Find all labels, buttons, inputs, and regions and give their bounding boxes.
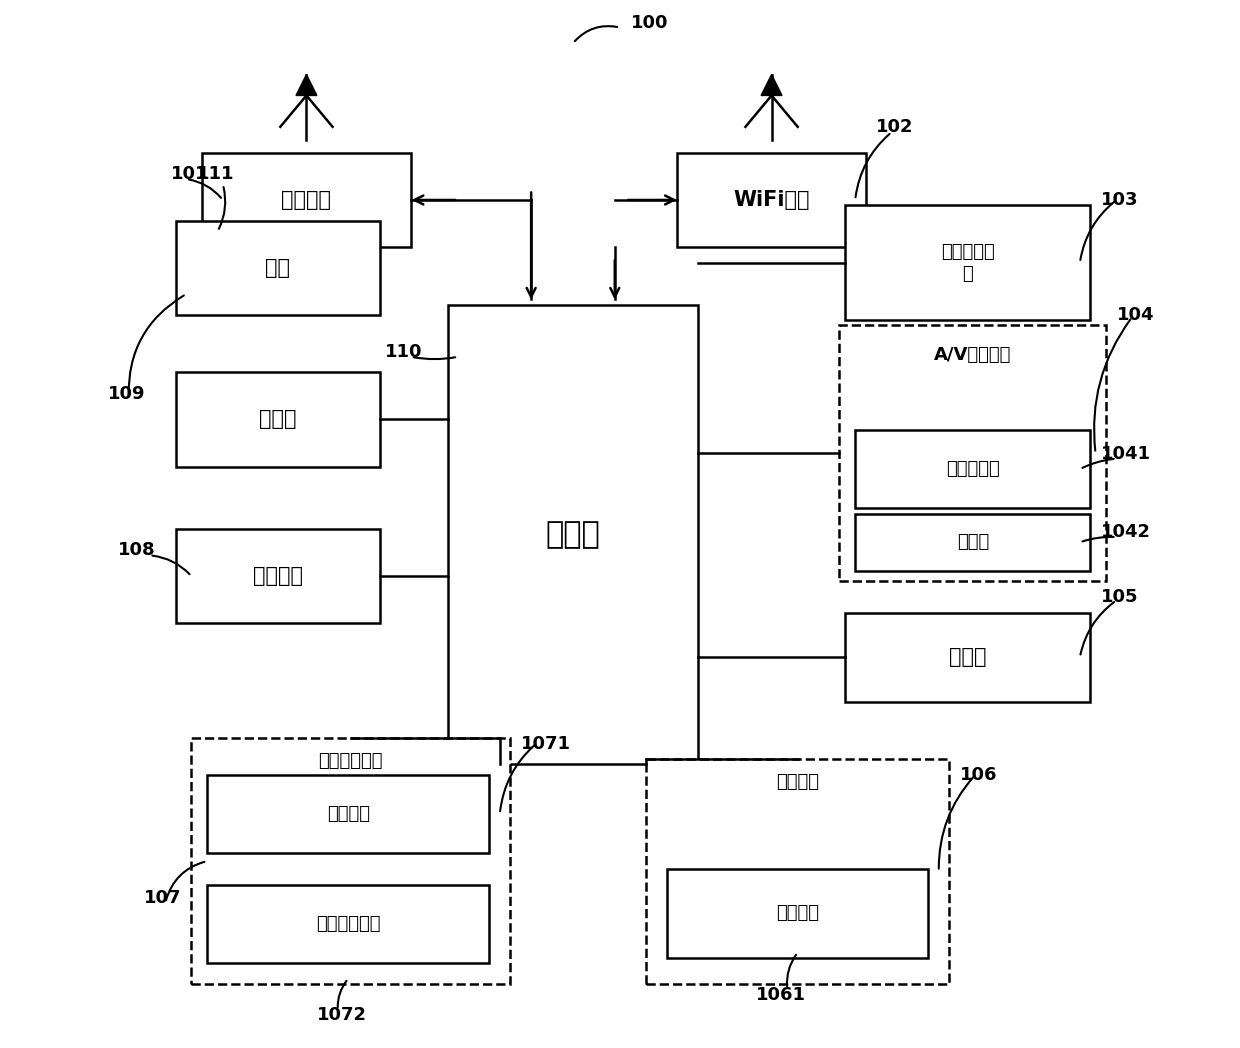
- Text: 1071: 1071: [521, 735, 570, 752]
- FancyBboxPatch shape: [191, 738, 510, 984]
- FancyBboxPatch shape: [856, 430, 1090, 508]
- Text: 图形处理器: 图形处理器: [946, 460, 999, 478]
- Text: 105: 105: [1101, 588, 1138, 607]
- FancyBboxPatch shape: [207, 774, 490, 853]
- Text: 1041: 1041: [1101, 444, 1151, 462]
- Text: 其他输入设备: 其他输入设备: [316, 915, 381, 933]
- FancyBboxPatch shape: [677, 153, 866, 247]
- Text: 103: 103: [1101, 191, 1138, 210]
- Text: 1042: 1042: [1101, 523, 1151, 541]
- Text: 显示面板: 显示面板: [776, 904, 820, 922]
- Text: 111: 111: [197, 166, 234, 183]
- Text: 110: 110: [384, 343, 423, 361]
- Text: 100: 100: [630, 14, 668, 31]
- FancyBboxPatch shape: [844, 613, 1090, 702]
- Text: A/V输入单元: A/V输入单元: [934, 346, 1012, 364]
- FancyBboxPatch shape: [667, 869, 929, 958]
- FancyBboxPatch shape: [207, 885, 490, 963]
- Text: 109: 109: [108, 385, 145, 402]
- Polygon shape: [761, 74, 782, 95]
- Text: 用户输入单元: 用户输入单元: [319, 752, 383, 770]
- FancyBboxPatch shape: [176, 221, 379, 315]
- Text: 接口单元: 接口单元: [253, 566, 303, 586]
- Text: 触控面板: 触控面板: [327, 805, 370, 823]
- Text: 1072: 1072: [317, 1006, 367, 1025]
- Text: 101: 101: [171, 166, 208, 183]
- FancyBboxPatch shape: [202, 153, 410, 247]
- Text: 108: 108: [118, 542, 156, 560]
- FancyBboxPatch shape: [856, 514, 1090, 571]
- Text: 传感器: 传感器: [949, 648, 986, 668]
- FancyBboxPatch shape: [176, 529, 379, 624]
- Polygon shape: [296, 74, 317, 95]
- Text: 音频输出单
元: 音频输出单 元: [941, 242, 994, 283]
- FancyBboxPatch shape: [844, 205, 1090, 321]
- Text: 麦克风: 麦克风: [956, 533, 988, 551]
- FancyBboxPatch shape: [839, 326, 1106, 582]
- FancyBboxPatch shape: [176, 372, 379, 466]
- Text: 存储器: 存储器: [259, 410, 296, 430]
- Text: 104: 104: [1116, 306, 1154, 324]
- Text: 电源: 电源: [265, 258, 290, 278]
- FancyBboxPatch shape: [448, 305, 698, 764]
- Text: 处理器: 处理器: [546, 520, 600, 549]
- Text: 102: 102: [877, 118, 914, 136]
- Text: 显示单元: 显示单元: [776, 773, 820, 791]
- Text: 106: 106: [960, 766, 997, 784]
- FancyBboxPatch shape: [646, 759, 950, 984]
- Text: 1061: 1061: [756, 985, 806, 1004]
- Text: 射频单元: 射频单元: [281, 190, 331, 210]
- Text: WiFi模块: WiFi模块: [733, 190, 810, 210]
- Text: 107: 107: [144, 889, 182, 907]
